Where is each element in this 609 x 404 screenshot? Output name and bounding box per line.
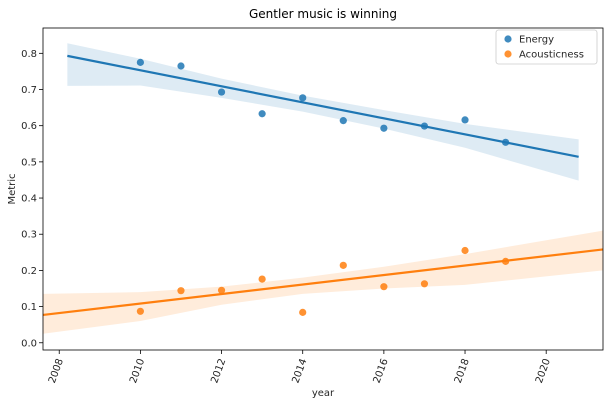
y-axis-ticks: 0.0 0.1 0.2 0.3 0.4 0.5 0.6 0.7 0.8: [21, 49, 43, 349]
x-tick-label: 2018: [453, 357, 472, 385]
plot-frame: [42, 27, 604, 351]
acousticness-regression-line: [42, 248, 604, 316]
confidence-bands: [43, 43, 603, 334]
energy-point: [420, 122, 429, 130]
x-tick-label: 2010: [128, 357, 147, 385]
y-tick-label: 0.5: [21, 157, 37, 168]
energy-point: [299, 94, 307, 102]
x-tick-label: 2008: [47, 357, 66, 385]
energy-point: [177, 62, 185, 70]
energy-regression-line: [67, 54, 579, 158]
acousticness-point: [339, 261, 347, 269]
energy-point: [339, 117, 347, 125]
y-tick-label: 0.2: [21, 266, 37, 277]
acousticness-point: [299, 308, 307, 316]
scatter-points: [136, 58, 510, 316]
acousticness-point: [380, 283, 388, 291]
x-tick-label: 2014: [290, 357, 309, 385]
energy-confidence-band: [67, 43, 579, 181]
acousticness-point: [177, 287, 185, 295]
energy-point: [136, 58, 144, 66]
y-tick-label: 0.1: [21, 302, 37, 313]
y-tick-label: 0.3: [21, 230, 37, 241]
energy-legend-marker: [504, 35, 512, 43]
energy-point: [502, 138, 510, 146]
energy-point: [461, 116, 469, 124]
acousticness-legend-label: Acousticness: [519, 50, 584, 61]
y-axis-label: Metric: [7, 173, 18, 204]
y-tick-label: 0.6: [21, 121, 37, 132]
regression-lines: [42, 54, 604, 316]
legend-box: [495, 29, 598, 65]
x-axis-label: year: [312, 388, 335, 399]
energy-point: [217, 88, 226, 96]
acousticness-legend-marker: [504, 50, 512, 58]
energy-point: [380, 124, 388, 132]
acousticness-point: [258, 275, 266, 283]
chart-title: Gentler music is winning: [249, 7, 397, 21]
y-tick-label: 0.0: [21, 338, 37, 349]
y-tick-label: 0.7: [21, 85, 37, 96]
acousticness-point: [136, 307, 144, 315]
y-tick-label: 0.8: [21, 49, 37, 60]
legend: Energy Acousticness: [495, 29, 598, 65]
acousticness-point: [502, 257, 510, 265]
acousticness-point: [461, 246, 469, 255]
energy-point: [258, 110, 266, 118]
x-axis-ticks: 2008 2010 2012 2014 2016 2018 2020: [47, 350, 553, 385]
y-tick-label: 0.4: [21, 194, 37, 205]
acousticness-point: [420, 280, 429, 288]
x-tick-label: 2016: [372, 357, 391, 385]
energy-legend-label: Energy: [519, 35, 554, 46]
x-tick-label: 2020: [534, 357, 553, 385]
x-tick-label: 2012: [209, 357, 228, 385]
acousticness-point: [217, 286, 226, 294]
